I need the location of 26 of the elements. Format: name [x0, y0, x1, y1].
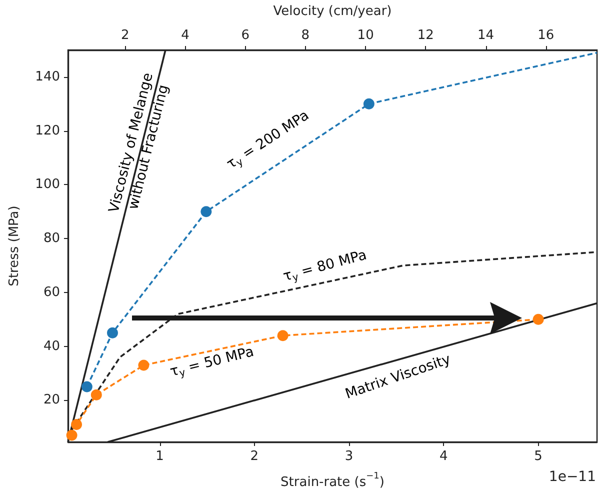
x-tick-label: 3	[344, 449, 354, 464]
x2-tick-label: 14	[478, 28, 494, 43]
text: 1e−11	[548, 469, 596, 485]
x2-axis-title: Velocity (cm/year)	[273, 4, 392, 19]
x2-tick-label: 6	[241, 28, 250, 43]
y-tick-label: 80	[43, 231, 60, 246]
x2-tick-label: 4	[181, 28, 190, 43]
x-tick-label: 5	[534, 449, 542, 464]
y-tick-label: 100	[35, 177, 60, 192]
x2-tick-label: 16	[538, 28, 554, 43]
text: τy = 50 MPa	[168, 344, 256, 380]
text: τy = 80 MPa	[282, 247, 368, 285]
x2-tick-label: 10	[357, 28, 374, 43]
y-axis-title: Stress (MPa)	[7, 206, 22, 286]
y-tick-label: 120	[35, 123, 60, 138]
y-tick-label: 140	[35, 69, 60, 84]
x-tick-label: 4	[440, 449, 448, 464]
y-tick-label: 40	[43, 338, 60, 354]
y-tick-label: 60	[43, 284, 60, 300]
text: τy = 200 MPa	[224, 108, 312, 172]
x2-tick-label: 12	[417, 28, 434, 43]
y-tick-label: 20	[43, 392, 60, 408]
x-tick-label: 2	[250, 449, 259, 464]
x2-tick-label: 8	[301, 28, 310, 43]
x-tick-label: 1	[156, 449, 164, 464]
x2-tick-label: 2	[120, 28, 130, 43]
